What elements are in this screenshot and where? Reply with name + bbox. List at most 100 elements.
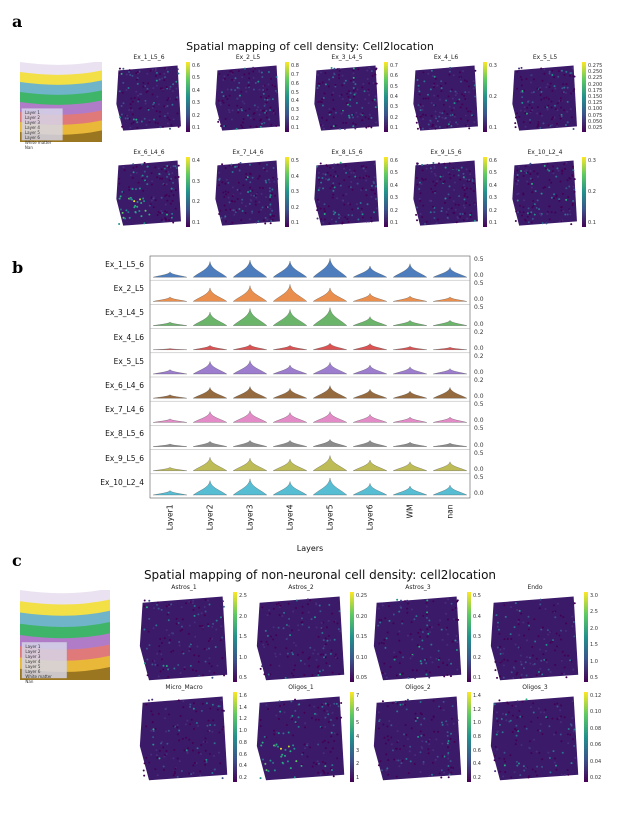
spot bbox=[236, 104, 239, 107]
spot bbox=[222, 95, 225, 98]
spot bbox=[191, 602, 194, 605]
spot bbox=[285, 723, 288, 726]
spot bbox=[301, 611, 304, 614]
spot bbox=[334, 653, 337, 656]
spot bbox=[331, 711, 334, 714]
spot bbox=[199, 770, 202, 773]
spot bbox=[336, 197, 339, 200]
spot bbox=[332, 167, 335, 170]
spot bbox=[549, 631, 552, 634]
spot bbox=[521, 214, 524, 217]
spot bbox=[121, 125, 124, 128]
spot bbox=[218, 72, 221, 75]
spot bbox=[422, 761, 425, 764]
spot bbox=[438, 125, 441, 128]
legend-item: Layer 6 bbox=[24, 135, 40, 140]
spot bbox=[354, 127, 357, 130]
spot bbox=[279, 747, 282, 750]
spot bbox=[532, 702, 535, 705]
spot bbox=[154, 121, 157, 124]
spot bbox=[168, 179, 171, 182]
spot bbox=[554, 108, 557, 111]
color-bar-tick: 0.04 bbox=[590, 758, 602, 765]
spot bbox=[542, 122, 545, 125]
spot bbox=[330, 218, 333, 221]
spot bbox=[410, 727, 413, 730]
violin-shape bbox=[153, 369, 187, 375]
spot bbox=[324, 702, 327, 705]
spot bbox=[458, 195, 461, 198]
spot bbox=[423, 734, 426, 737]
spot bbox=[323, 644, 326, 647]
spot bbox=[427, 740, 430, 743]
spot bbox=[327, 205, 330, 208]
spot bbox=[403, 744, 406, 747]
spot bbox=[251, 212, 254, 215]
spot bbox=[207, 623, 210, 626]
spot bbox=[188, 649, 191, 652]
spot bbox=[459, 215, 462, 218]
spot bbox=[218, 212, 221, 215]
spot bbox=[151, 721, 154, 724]
spot bbox=[442, 103, 445, 106]
spot bbox=[322, 639, 325, 642]
violin-x-tick: Layer4 bbox=[285, 504, 295, 531]
spot bbox=[441, 112, 444, 115]
spot bbox=[340, 93, 343, 96]
spot bbox=[495, 733, 498, 736]
spot bbox=[260, 640, 263, 643]
spot bbox=[166, 104, 169, 107]
spot bbox=[520, 84, 523, 87]
spot bbox=[539, 88, 542, 91]
spot bbox=[250, 194, 253, 197]
spot bbox=[560, 704, 563, 707]
spot bbox=[429, 656, 432, 659]
spot bbox=[563, 163, 566, 166]
spot bbox=[427, 748, 430, 751]
spot bbox=[569, 74, 572, 77]
spot bbox=[339, 630, 342, 633]
spot bbox=[361, 86, 364, 89]
spot bbox=[323, 739, 326, 742]
violin-y-tick: 0.5 bbox=[474, 425, 484, 433]
spot bbox=[493, 703, 496, 706]
spot bbox=[271, 214, 274, 217]
spot bbox=[243, 73, 246, 76]
spot bbox=[494, 660, 497, 663]
spot bbox=[330, 649, 333, 652]
spot bbox=[202, 626, 205, 629]
spot bbox=[414, 754, 417, 757]
spot bbox=[529, 121, 532, 124]
layer-reference-svg bbox=[20, 60, 102, 142]
spot bbox=[321, 104, 324, 107]
violin-y-tick: 0.2 bbox=[474, 328, 484, 336]
violin-shape bbox=[353, 389, 387, 399]
spot bbox=[433, 730, 436, 733]
spot bbox=[435, 117, 438, 120]
spot bbox=[531, 182, 534, 185]
spot bbox=[303, 726, 306, 729]
spot bbox=[423, 222, 426, 225]
spot bbox=[377, 711, 380, 714]
spot bbox=[571, 625, 574, 628]
spot bbox=[336, 163, 339, 166]
spot bbox=[331, 747, 334, 750]
spot bbox=[472, 177, 475, 180]
violin-shape bbox=[392, 263, 428, 278]
spot bbox=[536, 729, 539, 732]
spot bbox=[292, 734, 295, 737]
spot bbox=[163, 637, 166, 640]
spot bbox=[173, 667, 176, 670]
spot bbox=[554, 87, 557, 90]
spot bbox=[414, 717, 417, 720]
spot bbox=[166, 175, 169, 178]
spot bbox=[274, 646, 277, 649]
spot bbox=[127, 211, 130, 214]
spot bbox=[339, 127, 342, 130]
spot bbox=[248, 86, 251, 89]
spot bbox=[318, 82, 321, 85]
spot bbox=[262, 219, 265, 222]
spot bbox=[465, 168, 468, 171]
spot bbox=[527, 182, 530, 185]
spot bbox=[525, 656, 528, 659]
